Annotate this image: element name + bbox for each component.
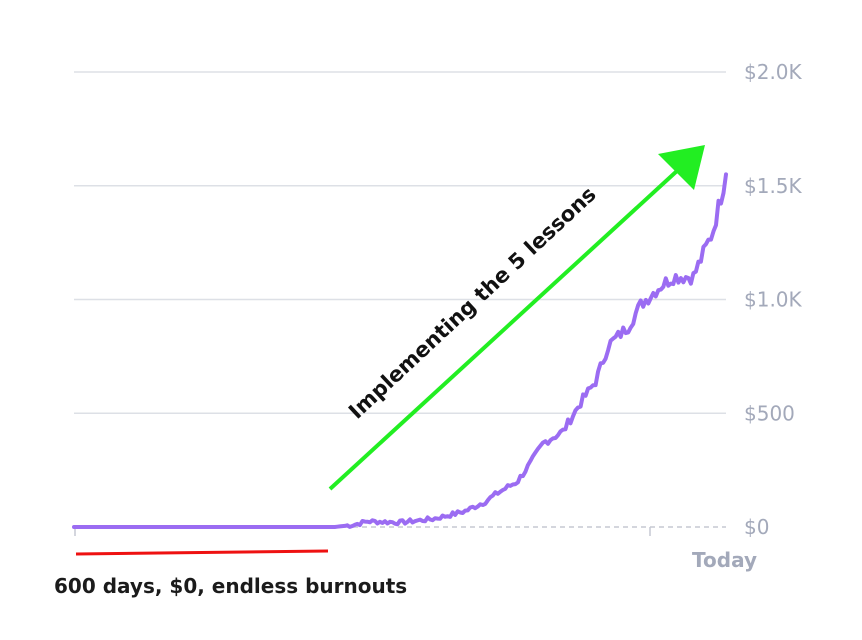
- y-tick-label: $2.0K: [744, 60, 803, 84]
- growth-arrow-shaft: [328, 168, 680, 491]
- growth-arrow-label: Implementing the 5 lessons: [344, 182, 601, 424]
- growth-arrow-head: [658, 145, 705, 190]
- y-axis-tick-labels: $0 $500 $1.0K $1.5K $2.0K: [744, 60, 803, 539]
- gridlines: [74, 71, 726, 528]
- x-axis: Today: [74, 527, 757, 572]
- flat-period-underline: [75, 549, 329, 556]
- revenue-series-line: [72, 172, 728, 529]
- y-tick-label: $1.5K: [744, 174, 803, 198]
- x-end-label: Today: [692, 548, 757, 572]
- annotations: 600 days, $0, endless burnouts Implement…: [54, 145, 705, 598]
- flat-period-label: 600 days, $0, endless burnouts: [54, 574, 407, 598]
- y-tick-label: $0: [744, 515, 769, 539]
- series-layer: [72, 172, 728, 529]
- y-tick-label: $1.0K: [744, 288, 803, 312]
- y-tick-label: $500: [744, 401, 795, 425]
